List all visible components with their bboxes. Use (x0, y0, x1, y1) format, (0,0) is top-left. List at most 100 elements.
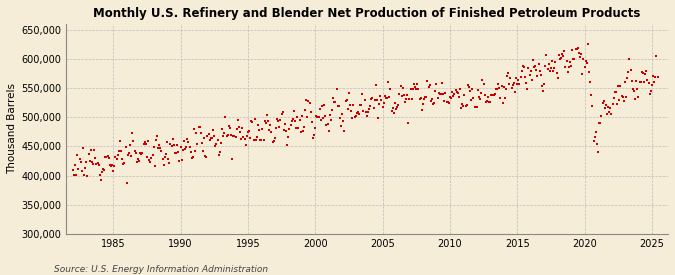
Point (462, 83, 473, 87)
Point (454, 95, 464, 100)
Point (264, 128, 275, 133)
Point (330, 100, 341, 104)
Point (349, 115, 360, 119)
Point (162, 140, 173, 144)
Point (119, 160, 130, 165)
Point (308, 132, 319, 137)
Point (396, 94, 407, 98)
Point (472, 87, 483, 92)
Point (327, 108, 338, 112)
Point (464, 89, 475, 94)
Point (115, 148, 126, 153)
Point (577, 72, 588, 76)
Point (255, 138, 266, 142)
Point (285, 123, 296, 128)
Point (611, 90, 622, 94)
Point (321, 123, 332, 127)
Point (625, 68, 636, 72)
Point (593, 150, 603, 154)
Point (345, 103, 356, 107)
Point (443, 101, 454, 105)
Point (503, 71, 514, 75)
Point (356, 102, 367, 107)
Point (504, 82, 515, 86)
Point (85, 148, 96, 152)
Point (526, 77, 537, 82)
Point (132, 160, 142, 164)
Point (647, 74, 658, 79)
Point (329, 100, 340, 105)
Point (427, 97, 437, 101)
Point (445, 95, 456, 100)
Point (86, 160, 97, 164)
Point (88, 148, 99, 152)
Point (408, 82, 419, 87)
Point (539, 81, 549, 86)
Point (71, 172, 82, 177)
Point (481, 99, 491, 104)
Point (239, 137, 250, 141)
Point (366, 97, 377, 101)
Point (651, 54, 661, 59)
Point (566, 64, 576, 69)
Point (606, 112, 617, 116)
Point (156, 148, 167, 153)
Point (474, 95, 485, 99)
Point (132, 157, 143, 161)
Point (367, 96, 378, 100)
Point (173, 149, 184, 154)
Point (652, 75, 663, 79)
Point (618, 99, 629, 104)
Point (352, 111, 362, 116)
Point (169, 142, 180, 147)
Point (138, 142, 149, 147)
Point (591, 142, 602, 147)
Point (225, 133, 236, 138)
Point (538, 89, 549, 94)
Point (354, 112, 364, 117)
Point (200, 154, 211, 158)
Point (265, 122, 276, 127)
Point (215, 140, 226, 145)
Point (628, 88, 639, 93)
Point (613, 84, 624, 89)
Point (516, 69, 527, 73)
Point (452, 90, 463, 95)
Point (554, 53, 564, 57)
Point (558, 54, 568, 59)
Point (70, 163, 80, 167)
Point (155, 146, 166, 150)
Point (84, 158, 95, 163)
Point (373, 116, 383, 121)
Point (126, 154, 136, 159)
Point (614, 97, 625, 102)
Point (429, 101, 439, 105)
Point (142, 155, 153, 159)
Point (234, 125, 244, 129)
Point (293, 126, 304, 130)
Point (335, 123, 346, 128)
Point (281, 142, 292, 147)
Point (325, 117, 336, 122)
Point (315, 117, 326, 122)
Point (252, 135, 263, 139)
Point (574, 55, 585, 60)
Point (461, 103, 472, 107)
Point (405, 87, 416, 91)
Point (232, 118, 243, 122)
Point (262, 112, 273, 117)
Point (587, 104, 598, 109)
Point (157, 157, 168, 161)
Point (508, 81, 519, 86)
Point (635, 80, 646, 84)
Point (438, 91, 449, 96)
Point (93, 162, 104, 167)
Point (634, 79, 645, 84)
Point (547, 69, 558, 73)
Point (218, 133, 229, 138)
Point (389, 101, 400, 105)
Point (79, 172, 90, 177)
Point (166, 143, 177, 148)
Point (441, 100, 452, 104)
Point (497, 101, 508, 105)
